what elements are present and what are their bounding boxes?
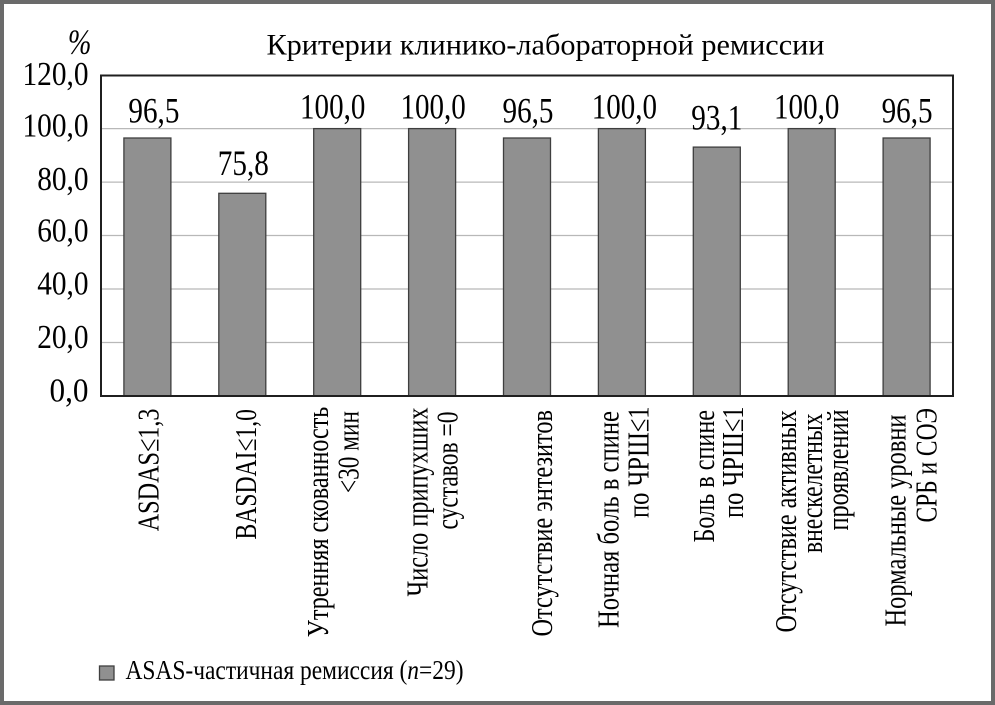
- svg-text:Нормальные уровни: Нормальные уровни: [878, 415, 913, 627]
- svg-text:суставов =0: суставов =0: [430, 412, 465, 530]
- svg-text:%: %: [68, 22, 92, 62]
- svg-text:Критерии клинико-лабораторной: Критерии клинико-лабораторной ремиссии: [267, 30, 825, 62]
- svg-text:Ночная боль в спине: Ночная боль в спине: [591, 411, 626, 628]
- svg-text:Отсутствие энтезитов: Отсутствие энтезитов: [524, 410, 559, 637]
- svg-text:93,1: 93,1: [691, 97, 742, 137]
- svg-text:Отсутствие активных: Отсутствие активных: [768, 410, 803, 633]
- svg-text:120,0: 120,0: [23, 56, 89, 93]
- svg-text:80,0: 80,0: [37, 161, 88, 198]
- svg-text:100,0: 100,0: [774, 86, 839, 126]
- svg-text:проявлений: проявлений: [820, 410, 855, 531]
- svg-text:100,0: 100,0: [400, 86, 465, 126]
- svg-text:по ЧРШ≤1: по ЧРШ≤1: [715, 407, 750, 519]
- svg-text:40,0: 40,0: [37, 265, 88, 302]
- svg-text:96,5: 96,5: [882, 91, 933, 131]
- svg-text:Число припухших: Число припухших: [400, 407, 435, 596]
- svg-text:0,0: 0,0: [50, 372, 89, 409]
- svg-text:100,0: 100,0: [592, 86, 657, 126]
- svg-text:<30 мин: <30 мин: [331, 411, 366, 493]
- svg-text:75,8: 75,8: [218, 143, 269, 183]
- svg-text:внескелетных: внескелетных: [794, 413, 829, 553]
- svg-text:20,0: 20,0: [37, 319, 88, 356]
- svg-text:по ЧРШ≤1: по ЧРШ≤1: [621, 407, 656, 519]
- svg-text:ASAS-частичная ремиссия (n=29): ASAS-частичная ремиссия (n=29): [126, 655, 464, 685]
- svg-text:100,0: 100,0: [300, 86, 365, 126]
- svg-text:96,5: 96,5: [128, 91, 179, 131]
- svg-text:60,0: 60,0: [37, 213, 88, 250]
- svg-text:Боль в спине: Боль в спине: [686, 410, 721, 543]
- svg-text:96,5: 96,5: [503, 91, 554, 131]
- svg-text:ASDAS≤1,3: ASDAS≤1,3: [131, 409, 166, 532]
- svg-text:BASDAI≤1,0: BASDAI≤1,0: [228, 409, 263, 540]
- svg-text:Утренняя скованность: Утренняя скованность: [300, 407, 335, 638]
- svg-text:СРБ и СОЭ: СРБ и СОЭ: [909, 408, 944, 523]
- svg-text:100,0: 100,0: [23, 108, 89, 145]
